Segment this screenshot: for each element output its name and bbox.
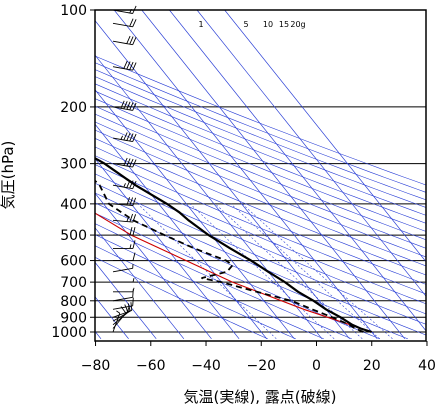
wind-barb: [112, 157, 137, 168]
y-axis-label: 気圧(hPa): [0, 141, 17, 210]
isotherm-line: [95, 158, 240, 340]
isotherm-line: [196, 10, 426, 297]
wind-barb: [112, 213, 137, 223]
y-tick-label: 800: [60, 294, 87, 310]
y-tick-label: 100: [60, 3, 87, 19]
y-tick-label: 200: [60, 100, 87, 116]
mixing-ratio-line: [189, 203, 335, 340]
dry-adiabat: [95, 234, 324, 340]
y-tick-label: 600: [60, 254, 87, 270]
y-tick-label: 500: [60, 228, 87, 244]
isotherm-line: [141, 10, 406, 340]
wind-barb: [113, 287, 135, 293]
y-tick-label: 700: [60, 275, 87, 291]
dry-adiabat: [95, 90, 426, 224]
x-axis-label: 気温(実線), 露点(破線): [184, 388, 337, 406]
dry-adiabat: [95, 83, 426, 216]
x-tick-label: 20: [363, 358, 381, 374]
wind-barb: [112, 60, 137, 71]
mixing-ratio-line: [137, 203, 277, 340]
dry-adiabat: [95, 182, 426, 325]
dry-adiabat: [95, 146, 426, 285]
isotherm-line: [95, 20, 350, 340]
dry-adiabat: [95, 76, 426, 208]
x-tick-label: −60: [136, 358, 166, 374]
dry-adiabat: [95, 245, 296, 340]
dry-adiabat: [95, 121, 426, 258]
dry-adiabat: [95, 105, 426, 241]
wind-barb: [113, 252, 136, 262]
isotherm-line: [95, 123, 267, 340]
wind-barb: [112, 100, 137, 111]
x-tick-label: 0: [312, 358, 321, 374]
y-tick-label: 900: [60, 310, 87, 326]
wind-barb: [112, 179, 137, 190]
dry-adiabat: [95, 164, 426, 305]
mixing-ratio-label: 15: [279, 20, 289, 29]
isotherm-line: [169, 10, 426, 332]
wind-barb: [112, 132, 137, 143]
wind-barb: [113, 226, 136, 236]
isotherm-line: [113, 10, 378, 340]
mixing-ratio-label: 20g: [290, 20, 305, 29]
wind-barb: [112, 197, 137, 207]
isotherm-line: [95, 54, 323, 340]
isotherm-line: [95, 192, 212, 340]
x-tick-label: −80: [81, 358, 111, 374]
dry-adiabat: [95, 62, 426, 193]
dry-adiabat: [95, 113, 426, 249]
y-tick-label: 300: [60, 157, 87, 173]
mixing-ratio-label: 1: [198, 20, 203, 29]
dry-adiabat: [95, 55, 426, 186]
mixing-ratio-labels: 1 5 10 15 20g: [198, 20, 305, 29]
dry-adiabat: [95, 69, 426, 201]
wind-barb: [112, 35, 137, 46]
y-tick-label: 1000: [51, 325, 87, 341]
isotherm-line: [95, 227, 185, 340]
x-tick-label: 40: [418, 358, 436, 374]
dry-adiabat: [95, 173, 426, 315]
dry-adiabat: [95, 129, 426, 267]
isotherm-line: [95, 261, 157, 340]
dry-adiabat: [95, 138, 426, 276]
mixing-ratio-line: [215, 203, 363, 340]
mixing-ratio-line: [241, 203, 393, 340]
x-tick-label: −40: [191, 358, 221, 374]
grid-layer: [95, 10, 426, 340]
dry-adiabat: [95, 256, 268, 340]
wind-barb: [112, 264, 134, 273]
temperature-profile: [95, 156, 373, 334]
dry-adiabat: [95, 192, 426, 336]
mixing-ratio-label: 5: [243, 20, 248, 29]
dry-adiabat: [95, 223, 352, 340]
x-tick-label: −20: [246, 358, 276, 374]
wind-barb-layer: [112, 5, 137, 333]
dry-adiabat: [95, 98, 426, 232]
y-tick-label: 400: [60, 197, 87, 213]
mixing-ratio-label: 10: [263, 20, 273, 29]
plot-frame: [94, 9, 427, 342]
wind-barb: [112, 310, 121, 333]
x-tick-labels: −80 −60 −40 −20 0 20 40: [81, 341, 436, 374]
wind-barb: [113, 240, 136, 249]
wind-barb: [113, 277, 135, 283]
mixing-ratio-line: [230, 203, 380, 340]
wind-barb: [112, 18, 137, 28]
dry-adiabat: [95, 155, 426, 295]
wind-barb: [112, 297, 134, 310]
dry-adiabat: [95, 202, 408, 340]
